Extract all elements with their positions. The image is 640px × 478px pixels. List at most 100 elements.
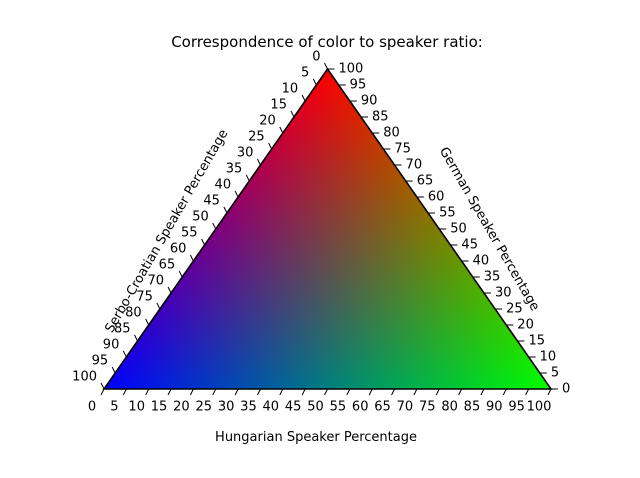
left-tick-mark (257, 158, 261, 166)
left-tick-label: 5 (301, 66, 309, 81)
right-tick-label: 40 (473, 254, 490, 269)
bottom-tick-label: 80 (441, 400, 458, 415)
right-tick-label: 55 (439, 206, 456, 221)
left-tick-label: 25 (248, 130, 265, 145)
right-tick-label: 75 (394, 142, 411, 157)
left-tick-label: 0 (312, 50, 320, 65)
bottom-tick-label: 90 (486, 400, 503, 415)
bottom-tick-label: 95 (508, 400, 525, 415)
bottom-tick-label: 35 (240, 400, 257, 415)
right-tick-label: 95 (350, 78, 367, 93)
bottom-tick-mark (189, 388, 194, 396)
right-tick-label: 45 (461, 238, 478, 253)
left-tick-label: 75 (136, 290, 153, 305)
right-tick-label: 30 (495, 286, 512, 301)
bottom-tick-mark (324, 388, 328, 396)
bottom-axis-label: Hungarian Speaker Percentage (215, 430, 417, 445)
left-tick-label: 85 (114, 322, 131, 337)
left-tick-label: 60 (170, 242, 187, 257)
bottom-axis-ticks: 0 5 10 15 20 25 30 35 40 45 50 55 60 65 70 75 80 85 90 95 10… (88, 388, 552, 415)
bottom-tick-mark (100, 388, 105, 396)
bottom-tick-mark (368, 388, 373, 396)
left-tick-mark (290, 110, 295, 118)
left-tick-mark (189, 254, 194, 262)
bottom-tick-label: 5 (110, 400, 118, 415)
bottom-tick-label: 20 (173, 400, 190, 415)
bottom-tick-label: 65 (374, 400, 391, 415)
left-tick-label: 100 (72, 370, 97, 385)
left-axis-ticks: 0510152025303540455055606570758085909510… (72, 50, 328, 390)
left-tick-label: 55 (181, 226, 198, 241)
bottom-tick-label: 0 (88, 400, 96, 415)
left-tick-label: 50 (192, 210, 209, 225)
right-tick-label: 10 (540, 350, 557, 365)
bottom-tick-label: 50 (307, 400, 324, 415)
left-tick-label: 10 (282, 82, 299, 97)
left-tick-mark (223, 206, 228, 214)
left-tick-label: 80 (125, 306, 142, 321)
bottom-tick-mark (145, 388, 150, 396)
bottom-tick-mark (257, 388, 261, 396)
bottom-tick-label: 15 (151, 400, 168, 415)
bottom-tick-mark (458, 388, 463, 396)
right-axis-ticks: 0510152025303540455055606570758085909510… (327, 62, 570, 397)
left-tick-label: 40 (215, 178, 232, 193)
right-tick-label: 85 (372, 110, 389, 125)
chart-title: Correspondence of color to speaker ratio… (171, 33, 483, 51)
left-tick-label: 95 (92, 354, 109, 369)
right-tick-label: 0 (562, 382, 570, 397)
bottom-tick-mark (435, 388, 440, 396)
right-tick-label: 35 (484, 270, 501, 285)
left-tick-mark (167, 286, 172, 294)
bottom-tick-mark (413, 388, 418, 396)
right-tick-label: 100 (339, 62, 364, 77)
bottom-tick-label: 100 (527, 400, 552, 415)
left-tick-mark (122, 350, 127, 358)
bottom-tick-mark (122, 388, 127, 396)
bottom-tick-mark (391, 388, 395, 396)
left-tick-mark (111, 366, 116, 374)
left-tick-label: 15 (270, 98, 287, 113)
bottom-tick-mark (234, 388, 239, 396)
bottom-tick-mark (547, 388, 552, 396)
bottom-tick-mark (525, 388, 530, 396)
left-tick-mark (201, 238, 206, 246)
bottom-tick-label: 30 (218, 400, 235, 415)
bottom-tick-mark (502, 388, 507, 396)
right-tick-label: 20 (517, 318, 534, 333)
bottom-tick-label: 25 (195, 400, 212, 415)
bottom-tick-label: 45 (285, 400, 302, 415)
left-tick-label: 90 (103, 338, 120, 353)
left-tick-mark (279, 126, 284, 134)
right-tick-label: 90 (361, 94, 378, 109)
bottom-tick-label: 55 (330, 400, 347, 415)
left-tick-mark (145, 318, 150, 326)
bottom-tick-label: 60 (352, 400, 369, 415)
left-tick-label: 30 (237, 146, 254, 161)
left-tick-mark (312, 78, 317, 86)
bottom-tick-mark (167, 388, 172, 396)
right-tick-label: 70 (406, 158, 423, 173)
bottom-tick-label: 70 (397, 400, 414, 415)
right-tick-label: 50 (450, 222, 467, 237)
left-tick-mark (324, 62, 328, 70)
left-tick-mark (134, 334, 138, 342)
left-tick-mark (301, 94, 306, 102)
left-tick-mark (268, 142, 273, 150)
left-tick-mark (234, 190, 239, 198)
left-tick-label: 45 (203, 194, 220, 209)
left-tick-mark (212, 222, 217, 230)
left-tick-mark (178, 270, 183, 278)
bottom-tick-mark (279, 388, 284, 396)
bottom-tick-mark (212, 388, 217, 396)
right-tick-label: 5 (551, 366, 559, 381)
right-tick-label: 65 (417, 174, 434, 189)
bottom-tick-mark (301, 388, 306, 396)
bottom-tick-mark (346, 388, 351, 396)
left-tick-label: 70 (148, 274, 165, 289)
bottom-tick-label: 10 (128, 400, 145, 415)
left-tick-mark (245, 174, 250, 182)
left-tick-label: 35 (226, 162, 243, 177)
left-tick-label: 65 (159, 258, 176, 273)
